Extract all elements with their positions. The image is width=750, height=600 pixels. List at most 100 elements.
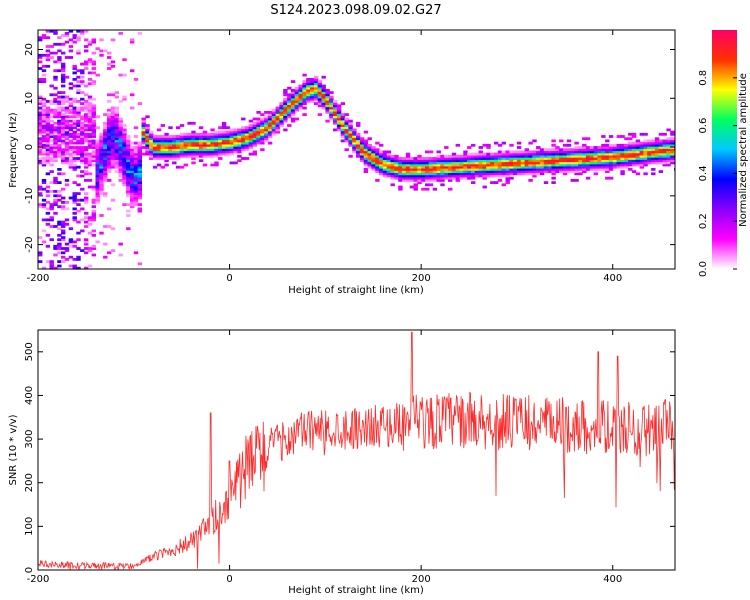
- spectrogram-cell: [175, 146, 181, 149]
- spectrogram-cell: [214, 150, 219, 154]
- spectrogram-cell: [559, 152, 564, 156]
- spectrogram-cell: [574, 150, 579, 154]
- spectrogram-cell: [114, 141, 119, 145]
- spectrogram-cell: [126, 214, 131, 217]
- spectrogram-cell: [256, 124, 261, 127]
- spectrogram-cell: [41, 137, 47, 141]
- spectrogram-cell: [340, 119, 346, 123]
- spectrogram-cell: [612, 163, 618, 167]
- spectrogram-cell: [84, 247, 89, 250]
- spectrogram-cell: [643, 152, 648, 156]
- spectrogram-cell: [107, 168, 112, 171]
- spectrogram-cell: [233, 135, 238, 138]
- spectrogram-cell: [494, 181, 499, 184]
- spectrogram-cell: [164, 152, 169, 156]
- spectrogram-cell: [68, 45, 74, 48]
- spectrogram-cell: [195, 141, 200, 145]
- spectrogram-cell: [536, 165, 541, 169]
- spectrogram-cell: [363, 150, 369, 154]
- spectrogram-cell: [202, 135, 208, 138]
- spectrogram-cell: [582, 152, 587, 156]
- spectrogram-cell: [114, 139, 119, 143]
- spectrogram-cell: [524, 159, 529, 163]
- spectrogram-cell: [524, 165, 529, 169]
- spectrogram-cell: [114, 170, 119, 173]
- spectrogram-cell: [38, 115, 43, 119]
- spectrogram-cell: [290, 100, 296, 103]
- spectrogram-cell: [474, 157, 480, 160]
- spectrogram-cell: [647, 157, 652, 160]
- figure-title: S124.2023.098.09.02.G27: [270, 3, 441, 18]
- spectrogram-cell: [578, 154, 583, 158]
- spectrogram-cell: [647, 148, 652, 152]
- spectrogram-cell: [639, 148, 644, 152]
- spectrogram-cell: [118, 100, 123, 103]
- spectrogram-cell: [57, 137, 62, 141]
- spectrogram-cell: [608, 148, 614, 152]
- spectrogram-cell: [198, 159, 204, 163]
- spectrogram-cell: [302, 102, 307, 105]
- spectrogram-cell: [49, 29, 54, 33]
- spectrogram-cell: [658, 132, 664, 136]
- spectrogram-cell: [57, 100, 62, 103]
- spectrogram-cell: [635, 146, 641, 149]
- spectrogram-cell: [156, 157, 162, 160]
- spectrogram-cell: [666, 154, 671, 158]
- spectrogram-cell: [463, 176, 468, 180]
- spectrogram-cell: [168, 141, 173, 145]
- spectrogram-cell: [448, 165, 453, 169]
- spectrogram-cell: [528, 161, 533, 165]
- spectrogram-cell: [206, 150, 211, 154]
- spectrogram-cell: [302, 91, 307, 94]
- spectrogram-cell: [425, 161, 430, 165]
- spectrogram-cell: [80, 141, 85, 145]
- spectrogram-cell: [371, 159, 376, 163]
- spectrogram-cell: [137, 165, 142, 169]
- spectrogram-cell: [516, 161, 522, 165]
- spectrogram-cell: [87, 97, 93, 101]
- spectrogram-cell: [589, 157, 595, 160]
- spectrogram-cell: [551, 154, 556, 158]
- spectrogram-cell: [539, 154, 545, 158]
- spectrogram-cell: [237, 130, 242, 134]
- spectrogram-cell: [409, 179, 415, 182]
- spectrogram-cell: [41, 146, 47, 149]
- spectrogram-cell: [631, 146, 637, 149]
- spectrogram-cell: [57, 148, 62, 152]
- spectrogram-cell: [61, 148, 66, 152]
- spectrogram-cell: [80, 75, 85, 79]
- spectrogram-cell: [471, 181, 476, 184]
- spectrogram-cell: [164, 148, 169, 152]
- spectrogram-cell: [463, 150, 468, 154]
- spectrogram-cell: [84, 192, 89, 195]
- spectrogram-cell: [118, 119, 123, 123]
- spectrogram-cell: [578, 165, 583, 169]
- spectrogram-cell: [294, 86, 300, 90]
- spectrogram-cell: [103, 159, 108, 163]
- spectrogram-cell: [53, 29, 58, 33]
- spectrogram-cell: [405, 179, 411, 182]
- spectrogram-cell: [413, 170, 418, 173]
- spectrogram-cell: [329, 111, 334, 114]
- spectrogram-cell: [84, 240, 89, 244]
- spectrogram-cell: [95, 159, 100, 163]
- spectrogram-cell: [516, 172, 522, 176]
- spectrogram-cell: [513, 150, 518, 154]
- spectrogram-cell: [532, 174, 537, 178]
- spectrogram-cell: [478, 159, 483, 163]
- spectrogram-cell: [64, 128, 70, 132]
- spectrogram-cell: [643, 163, 648, 167]
- spectrogram-cell: [87, 119, 93, 123]
- spectrogram-cell: [635, 154, 641, 158]
- spectrogram-cell: [543, 154, 549, 158]
- spectrogram-cell: [367, 143, 372, 147]
- spectrogram-cell: [252, 130, 257, 134]
- spectrogram-cell: [84, 60, 89, 64]
- spectrogram-cell: [543, 181, 549, 184]
- spectrogram-cell: [513, 172, 518, 176]
- spectrogram-cell: [38, 38, 43, 42]
- spectrogram-cell: [589, 148, 595, 152]
- spectrogram-cell: [421, 179, 426, 182]
- spectrogram-cell: [126, 135, 131, 138]
- spectrogram-cell: [145, 141, 150, 145]
